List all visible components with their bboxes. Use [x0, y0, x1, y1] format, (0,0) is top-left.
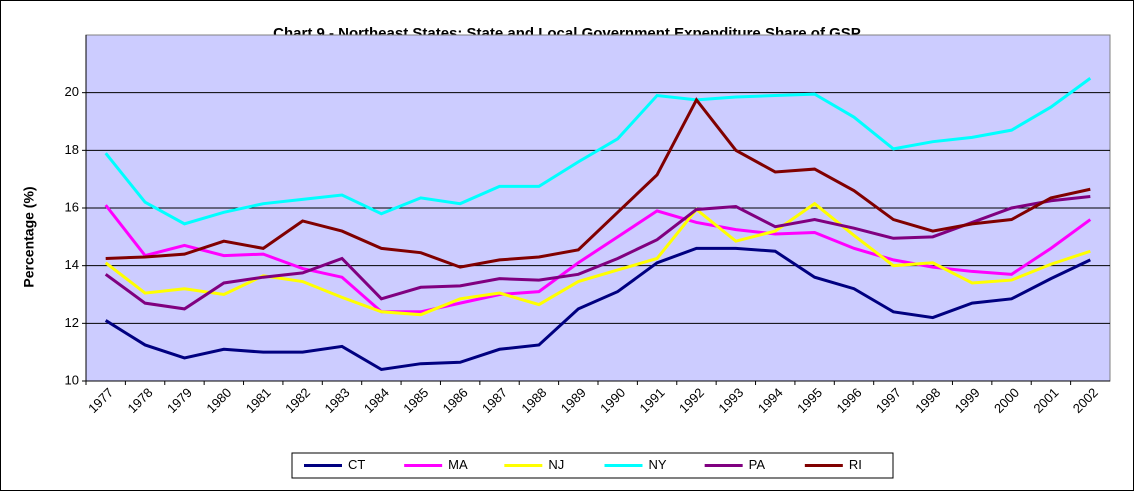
y-tick-label: 12 [65, 315, 79, 330]
legend-box [291, 452, 894, 479]
y-tick-label: 20 [65, 84, 79, 99]
legend-label: CT [348, 457, 365, 472]
legend-label: RI [849, 457, 862, 472]
legend-label: PA [749, 457, 766, 472]
series-line [104, 204, 1092, 314]
series-line [104, 246, 1091, 372]
y-tick-label: 16 [65, 199, 79, 214]
series-line [105, 97, 1091, 269]
y-tick-label: 18 [65, 142, 79, 157]
y-axis-label: Percentage (%) [21, 186, 37, 287]
y-tick-label: 10 [65, 372, 79, 387]
legend-label: MA [448, 457, 468, 472]
series-line [104, 194, 1091, 311]
series-line [104, 77, 1092, 226]
legend-label: NY [649, 457, 667, 472]
y-tick-label: 14 [65, 257, 79, 272]
legend-label: NJ [548, 457, 564, 472]
